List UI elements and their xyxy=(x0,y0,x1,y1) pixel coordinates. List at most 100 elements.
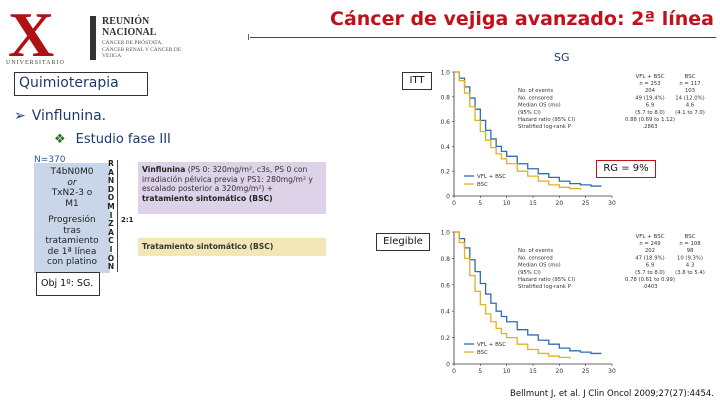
rand-letter: N xyxy=(107,262,115,272)
table-cell: 49 (19.4%) xyxy=(635,95,664,101)
rand-letter: I xyxy=(109,210,113,220)
sample-size: N=370 xyxy=(34,155,66,165)
population-line: TxN2-3 o xyxy=(51,188,93,198)
table-row-label: No. of events xyxy=(518,248,553,254)
section-box: Quimioterapia xyxy=(14,72,148,96)
x-tick-label: 5 xyxy=(478,200,482,207)
x-tick-label: 10 xyxy=(503,200,511,207)
rg-label: RG = 9% xyxy=(596,160,656,178)
logo-mark: X xyxy=(8,0,55,70)
population-line: M1 xyxy=(65,198,79,209)
legend-label: VFL + BSC xyxy=(477,342,506,348)
table-row-label: No. censored xyxy=(518,95,553,101)
table-cell: 202 xyxy=(645,248,655,254)
population-line: or xyxy=(67,177,77,188)
x-tick-label: 0 xyxy=(452,368,456,375)
x-tick-label: 15 xyxy=(529,200,537,207)
table-row-label: Stratified log-rank P xyxy=(518,284,572,290)
x-tick-label: 10 xyxy=(503,368,511,375)
title-rule xyxy=(250,37,716,38)
km-curve-bsc xyxy=(454,71,582,190)
km-curve-vfl-bsc xyxy=(454,231,602,355)
table-row-label: Hazard ratio (95% CI) xyxy=(518,117,575,123)
x-tick-label: 25 xyxy=(582,200,590,207)
x-tick-label: 20 xyxy=(556,200,564,207)
rand-letter: I xyxy=(109,244,113,254)
logo-subtitle2: CÁNCER DE PRÓSTATA, CÁNCER RENAL Y CÁNCE… xyxy=(102,40,182,59)
table-row-label: No. censored xyxy=(518,255,553,261)
itt-label: ITT xyxy=(402,72,432,90)
legend-label: BSC xyxy=(477,182,488,188)
table-row-label: Median OS (mo) xyxy=(518,263,561,269)
rand-letter: M xyxy=(107,201,115,211)
legend-label: BSC xyxy=(477,350,488,356)
diamond-bullet-icon: ❖ xyxy=(54,132,66,147)
y-tick-label: 0.2 xyxy=(440,169,450,176)
conference-logo: X UNIVERSITARIO REUNIÓN NACIONAL CÁNCER … xyxy=(4,0,184,70)
table-cell: n = 117 xyxy=(679,81,700,87)
rand-letter: C xyxy=(108,236,114,246)
arrow-bullet-icon: ➢ xyxy=(14,108,26,124)
y-tick-label: 0.4 xyxy=(440,309,450,316)
population-line: tras xyxy=(63,225,81,236)
bullet-drug-label: Vinflunina. xyxy=(31,108,107,124)
y-tick-label: 0 xyxy=(446,362,450,369)
table-cell: 103 xyxy=(685,88,695,94)
table-row-label: Stratified log-rank P xyxy=(518,124,572,130)
table-cell: n = 249 xyxy=(639,241,660,247)
logo-divider xyxy=(90,16,96,60)
table-cell: 0.78 (0.61 to 0.99) xyxy=(625,277,675,283)
x-tick-label: 30 xyxy=(608,200,616,207)
slide-title: Cáncer de vejiga avanzado: 2ª línea xyxy=(330,8,714,30)
y-tick-label: 0.6 xyxy=(440,119,450,126)
table-header: VFL + BSC xyxy=(635,234,664,240)
rand-letter: A xyxy=(108,167,114,177)
table-cell: 10 (9.3%) xyxy=(677,255,703,261)
population-line: Progresión xyxy=(48,215,96,225)
y-tick-label: 0.8 xyxy=(440,256,450,263)
table-cell: (5.7 to 8.0) xyxy=(635,270,665,276)
table-cell: 0.88 (0.69 to 1.12) xyxy=(625,117,675,123)
table-header: BSC xyxy=(684,74,695,80)
arm1-tail: tratamiento sintomático (BSC) xyxy=(142,193,273,203)
y-tick-label: 0.2 xyxy=(440,335,450,342)
table-row-label: (95% CI) xyxy=(518,270,541,276)
table-cell: n = 108 xyxy=(679,241,701,247)
population-box: T4bN0M0 or TxN2-3 o M1 Progresión tras t… xyxy=(34,163,110,273)
table-cell: 98 xyxy=(687,248,694,254)
randomization-column: R A N D O M I Z A C I Ó N xyxy=(104,159,118,272)
x-tick-label: 5 xyxy=(478,368,482,375)
y-tick-label: 0.8 xyxy=(440,94,450,101)
rand-letter: N xyxy=(107,176,115,186)
population-line: tratamiento xyxy=(45,236,99,246)
randomization-ratio: 2:1 xyxy=(121,216,134,224)
logo-title: REUNIÓN NACIONAL xyxy=(102,16,157,38)
table-row-label: No. of events xyxy=(518,88,553,94)
logo-subtitle: UNIVERSITARIO xyxy=(6,60,65,66)
x-tick-label: 30 xyxy=(608,368,616,375)
y-tick-label: 0.4 xyxy=(440,144,450,151)
table-cell: .2863 xyxy=(642,124,657,130)
y-tick-label: 1.0 xyxy=(440,70,450,77)
population-line: de 1ª línea xyxy=(47,246,97,257)
rand-letter: Ó xyxy=(107,253,115,263)
table-cell: .0403 xyxy=(642,284,657,290)
rand-letter: R xyxy=(108,159,114,168)
table-cell: 4.6 xyxy=(686,103,695,109)
arm-vinflunine: Vinflunina (PS 0: 320mg/m², c3s, PS 0 co… xyxy=(138,162,326,214)
table-cell: (5.7 to 8.0) xyxy=(635,110,665,116)
km-curve-vfl-bsc xyxy=(454,71,602,187)
table-cell: 47 (18.9%) xyxy=(635,255,664,261)
citation: Bellmunt J, et al. J Clin Oncol 2009;27(… xyxy=(510,389,714,399)
table-cell: 6.9 xyxy=(646,263,654,269)
y-tick-label: 0.6 xyxy=(440,282,450,289)
table-cell: 4.3 xyxy=(686,263,694,269)
arm1-title: Vinflunina xyxy=(142,165,186,174)
population-line: T4bN0M0 xyxy=(50,167,94,177)
table-cell: n = 253 xyxy=(639,81,660,87)
table-row-label: (95% CI) xyxy=(518,110,541,116)
table-cell: 204 xyxy=(645,88,656,94)
arm1-description: (PS 0: 320mg/m², c3s, PS 0 con irradiaci… xyxy=(142,165,313,193)
table-header: VFL + BSC xyxy=(635,74,664,80)
table-cell: 6.9 xyxy=(646,103,654,109)
